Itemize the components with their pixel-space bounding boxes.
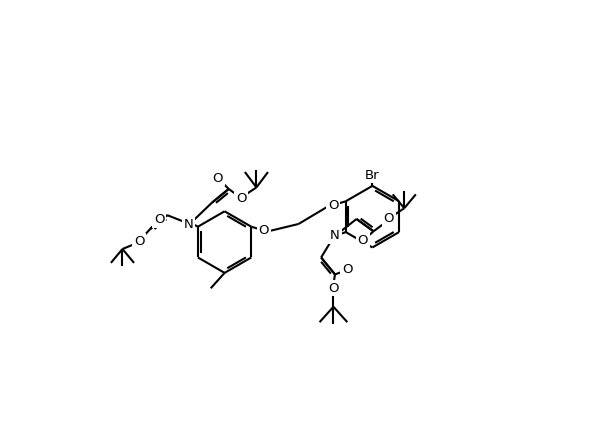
Text: O: O [134, 235, 145, 248]
Text: O: O [154, 213, 164, 226]
Text: O: O [342, 263, 353, 276]
Text: N: N [184, 218, 194, 231]
Text: O: O [236, 192, 246, 204]
Text: O: O [258, 224, 269, 237]
Text: Br: Br [365, 169, 380, 181]
Text: O: O [358, 234, 368, 247]
Text: O: O [328, 199, 339, 212]
Text: O: O [328, 282, 339, 295]
Text: N: N [330, 230, 340, 242]
Text: O: O [384, 213, 394, 225]
Text: O: O [213, 172, 223, 184]
